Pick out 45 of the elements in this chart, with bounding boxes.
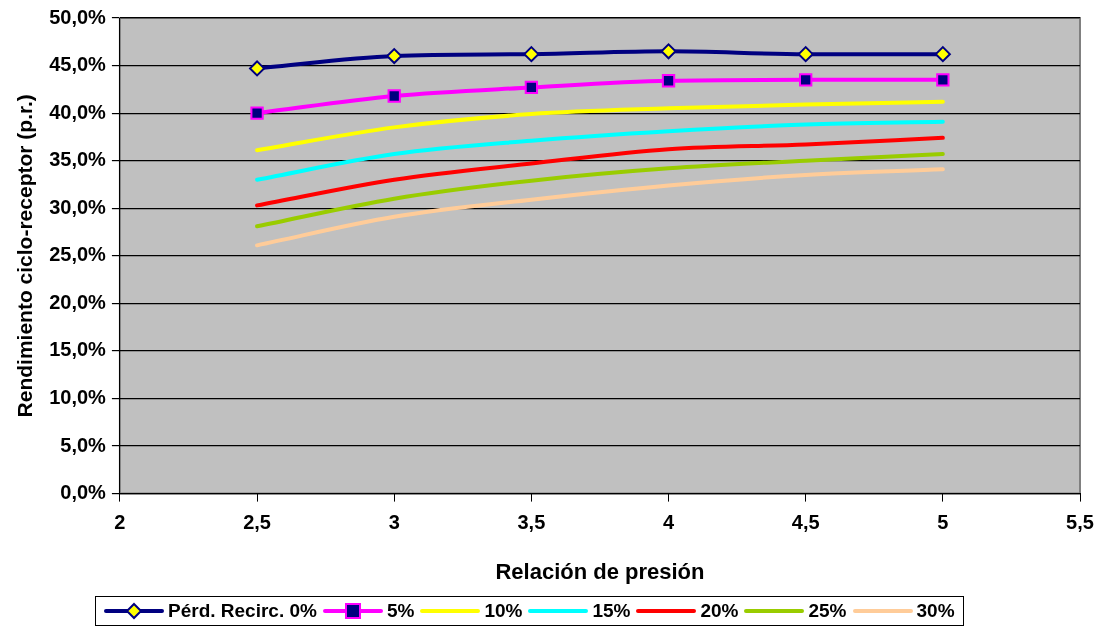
y-tick-label: 0,0% (60, 481, 107, 504)
legend-label: 15% (592, 600, 631, 622)
point (249, 60, 266, 77)
point (797, 46, 814, 63)
x-axis-title: Relación de presión (495, 558, 705, 584)
y-tick-label: 45,0% (49, 53, 107, 76)
x-tick-label: 4,5 (791, 511, 820, 534)
point (799, 73, 813, 87)
point (660, 43, 677, 60)
point (250, 106, 264, 120)
y-tick-label: 10,0% (49, 386, 107, 408)
point (386, 48, 403, 65)
legend-label: Pérd. Recirc. 0% (168, 600, 317, 622)
y-axis-title: Rendimiento ciclo-receptor (p.r.) (13, 94, 37, 418)
x-tick-label: 2 (114, 511, 126, 534)
y-tick-label: 20,0% (49, 290, 107, 313)
point (524, 80, 539, 95)
x-tick-label: 2,5 (243, 511, 271, 534)
legend-label: 20% (700, 600, 739, 622)
x-tick-label: 3 (388, 511, 400, 534)
point (387, 89, 401, 103)
y-tick-label: 25,0% (49, 243, 107, 266)
point (934, 46, 951, 63)
y-tick-label: 50,0% (49, 5, 107, 28)
legend-label: 25% (808, 600, 847, 622)
legend-label: 30% (916, 600, 955, 622)
line-series (255, 99, 945, 153)
y-tick-label: 15,0% (49, 338, 107, 361)
y-tick-label: 5,0% (60, 433, 107, 456)
x-tick-label: 3,5 (517, 511, 546, 534)
legend-label: 5% (386, 600, 415, 622)
line-series (255, 119, 945, 182)
legend-label: 10% (484, 600, 523, 622)
line-series (255, 135, 945, 208)
x-tick-label: 4 (662, 511, 675, 534)
line-series (255, 167, 945, 248)
point (936, 73, 950, 87)
point (661, 74, 676, 88)
y-tick-label: 35,0% (49, 148, 107, 171)
y-tick-label: 40,0% (49, 100, 107, 123)
point (523, 46, 540, 63)
x-tick-label: 5,5 (1066, 511, 1094, 534)
line-series (255, 152, 945, 229)
x-tick-label: 5 (937, 511, 949, 534)
y-tick-label: 30,0% (49, 195, 107, 218)
